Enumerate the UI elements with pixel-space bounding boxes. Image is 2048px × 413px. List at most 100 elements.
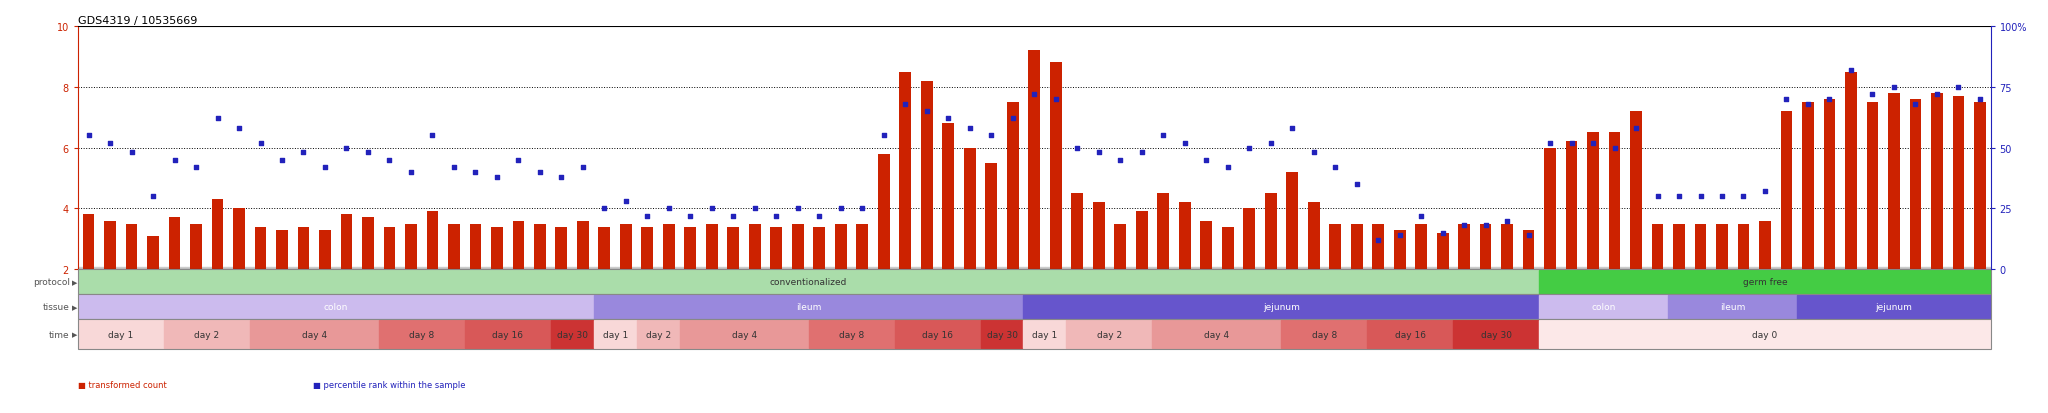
Bar [147,236,160,270]
Point [1124,150,1157,157]
Bar [379,267,399,270]
Bar [1071,194,1083,270]
Bar [1153,267,1174,270]
Bar [813,227,825,270]
Bar [1673,224,1686,270]
Point [1942,84,1974,91]
Text: GDS4319 / 10535669: GDS4319 / 10535669 [78,16,197,26]
Bar [707,224,717,270]
Bar [1823,100,1835,270]
Bar [1974,103,1987,270]
Point [1683,193,1716,200]
Bar [657,267,680,270]
Bar [442,267,465,270]
Bar [1909,100,1921,270]
Bar [406,224,418,270]
Bar [164,267,184,270]
Bar [1067,320,1153,349]
Bar [535,224,547,270]
Text: day 4: day 4 [1204,330,1229,339]
Bar [465,267,485,270]
Bar [1094,203,1104,270]
Text: day 2: day 2 [195,330,219,339]
Bar [1694,224,1706,270]
Point [588,206,621,212]
Bar [879,154,889,270]
Bar [465,320,551,349]
Bar [1458,224,1470,270]
Bar [1518,267,1540,270]
Bar [1282,320,1368,349]
Bar [1368,320,1454,349]
Bar [1948,267,1970,270]
Bar [1223,227,1233,270]
Bar [78,270,1540,294]
Bar [1522,230,1534,270]
Bar [78,267,98,270]
Bar [1888,94,1901,270]
Bar [1733,267,1755,270]
Point [1898,101,1931,108]
Bar [1841,267,1862,270]
Bar [1303,267,1325,270]
Bar [190,224,203,270]
Bar [254,227,266,270]
Point [1339,181,1372,188]
Bar [1583,267,1604,270]
Point [1038,96,1071,103]
Bar [1067,267,1087,270]
Bar [555,227,567,270]
Text: day 30: day 30 [987,330,1018,339]
Bar [1905,267,1927,270]
Point [1663,193,1696,200]
Bar [551,267,571,270]
Bar [319,230,332,270]
Point [180,164,213,171]
Bar [508,267,528,270]
Bar [362,218,375,270]
Bar [571,267,594,270]
Bar [1501,224,1513,270]
Text: day 16: day 16 [922,330,952,339]
Point [717,213,750,219]
Point [1167,140,1200,147]
Bar [1798,267,1819,270]
Point [1491,218,1524,224]
Bar [1130,267,1153,270]
Bar [492,227,504,270]
Bar [594,267,614,270]
Point [1921,92,1954,98]
Bar [164,320,250,349]
Point [610,198,643,205]
Bar [1866,103,1878,270]
Bar [125,224,137,270]
Bar [340,215,352,270]
Bar [727,227,739,270]
Point [825,206,858,212]
Bar [250,320,379,349]
Point [1878,84,1911,91]
Text: day 30: day 30 [557,330,588,339]
Text: ■ percentile rank within the sample: ■ percentile rank within the sample [313,380,465,389]
Text: protocol: protocol [33,278,70,287]
Point [1405,213,1438,219]
Bar [1970,267,1991,270]
Bar [872,267,895,270]
Point [868,133,901,139]
Point [1104,157,1137,164]
Bar [922,81,932,270]
Bar [1647,267,1669,270]
Bar [485,267,508,270]
Point [911,109,944,115]
Bar [1454,267,1475,270]
Point [502,157,535,164]
Point [416,133,449,139]
Point [309,164,342,171]
Bar [680,267,700,270]
Point [481,174,514,180]
Bar [383,227,395,270]
Text: ileum: ileum [1720,303,1745,312]
Point [975,133,1008,139]
Point [1554,140,1587,147]
Bar [1587,133,1599,270]
